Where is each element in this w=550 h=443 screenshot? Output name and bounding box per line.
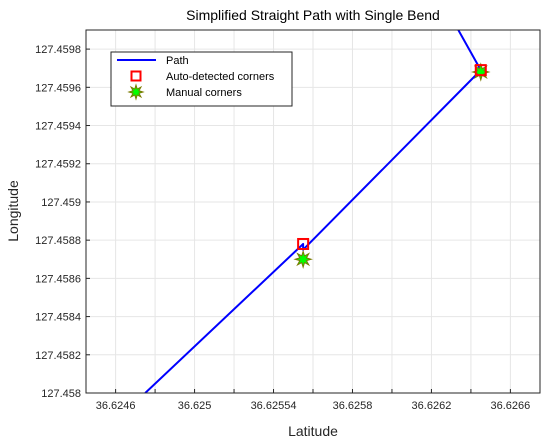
auto-corner-marker	[474, 64, 487, 77]
y-tick-label: 127.458	[41, 388, 81, 400]
series-layer	[144, 30, 491, 393]
legend-manual-corner-swatch	[127, 83, 145, 101]
x-axis-label: Latitude	[288, 423, 338, 439]
manual-corner-marker	[293, 249, 313, 270]
auto-corner-marker	[297, 237, 310, 250]
legend-star-shape	[127, 83, 145, 101]
y-axis-ticks: 127.458 127.4582 127.4584 127.4586 127.4588 1…	[35, 44, 90, 400]
legend-auto-corner-label: Auto-detected corners	[166, 71, 275, 83]
y-tick-label: 127.4592	[35, 159, 81, 171]
y-tick-label: 127.4582	[35, 350, 81, 362]
y-tick-label: 127.4588	[35, 235, 81, 247]
legend-manual-corner-label: Manual corners	[166, 87, 242, 99]
x-tick-label: 36.62554	[251, 400, 297, 412]
x-tick-label: 36.6262	[412, 400, 452, 412]
legend-path-label: Path	[166, 55, 189, 67]
x-tick-label: 36.625	[178, 400, 212, 412]
y-tick-label: 127.4598	[35, 44, 81, 56]
y-tick-label: 127.4586	[35, 273, 81, 285]
y-tick-label: 127.4594	[35, 121, 81, 133]
x-tick-label: 36.6266	[491, 400, 531, 412]
y-tick-label: 127.459	[41, 197, 81, 209]
y-tick-label: 127.4584	[35, 312, 81, 324]
chart-title: Simplified Straight Path with Single Ben…	[186, 7, 440, 23]
legend: Path Auto-detected corners Manual corner…	[110, 51, 293, 107]
x-axis-ticks: 36.6246 36.625 36.62554 36.6258 36.6262 36.62…	[96, 389, 531, 412]
y-axis-label: Longitude	[5, 180, 21, 242]
x-tick-label: 36.6258	[333, 400, 373, 412]
legend-auto-corner-swatch	[130, 70, 142, 82]
y-tick-label: 127.4596	[35, 82, 81, 94]
x-tick-label: 36.6246	[96, 400, 136, 412]
